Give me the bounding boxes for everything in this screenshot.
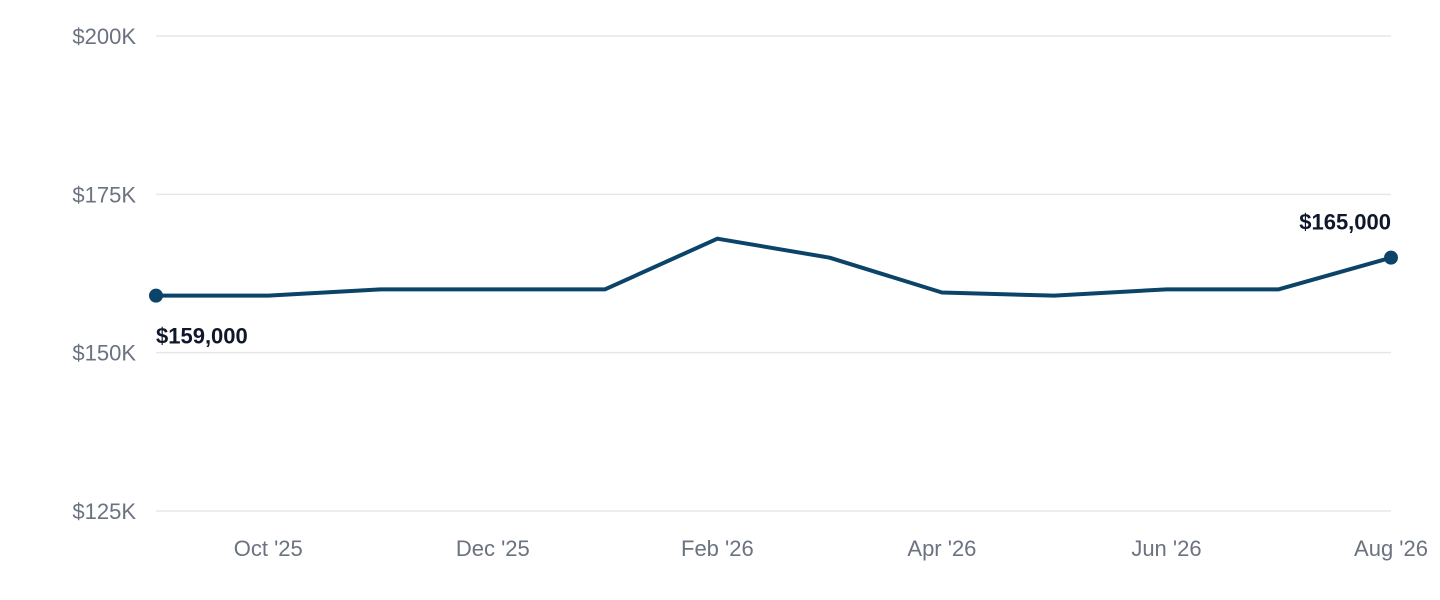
- point-marker: [1384, 250, 1398, 265]
- point-marker: [149, 288, 163, 303]
- x-tick-label: Feb '26: [681, 536, 754, 561]
- y-tick-label: $125K: [72, 499, 136, 524]
- series: [149, 236, 1398, 303]
- x-tick-label: Dec '25: [456, 536, 530, 561]
- x-tick-label: Aug '26: [1354, 536, 1428, 561]
- x-tick-label: Jun '26: [1131, 536, 1201, 561]
- point-value-label: $159,000: [156, 324, 248, 349]
- series-line: [154, 236, 1393, 298]
- value-labels: $159,000 $165,000: [156, 210, 1391, 349]
- x-tick-label: Apr '26: [907, 536, 976, 561]
- x-tick-label: Oct '25: [234, 536, 303, 561]
- y-tick-label: $150K: [72, 341, 136, 366]
- point-value-label: $165,000: [1299, 210, 1391, 235]
- y-tick-label: $200K: [72, 24, 136, 49]
- gridlines: [156, 35, 1391, 512]
- x-axis: Oct '25 Dec '25 Feb '26 Apr '26 Jun '26 Aug '…: [234, 536, 1428, 561]
- y-axis: $200K $175K $150K $125K: [72, 24, 136, 524]
- y-tick-label: $175K: [72, 182, 136, 207]
